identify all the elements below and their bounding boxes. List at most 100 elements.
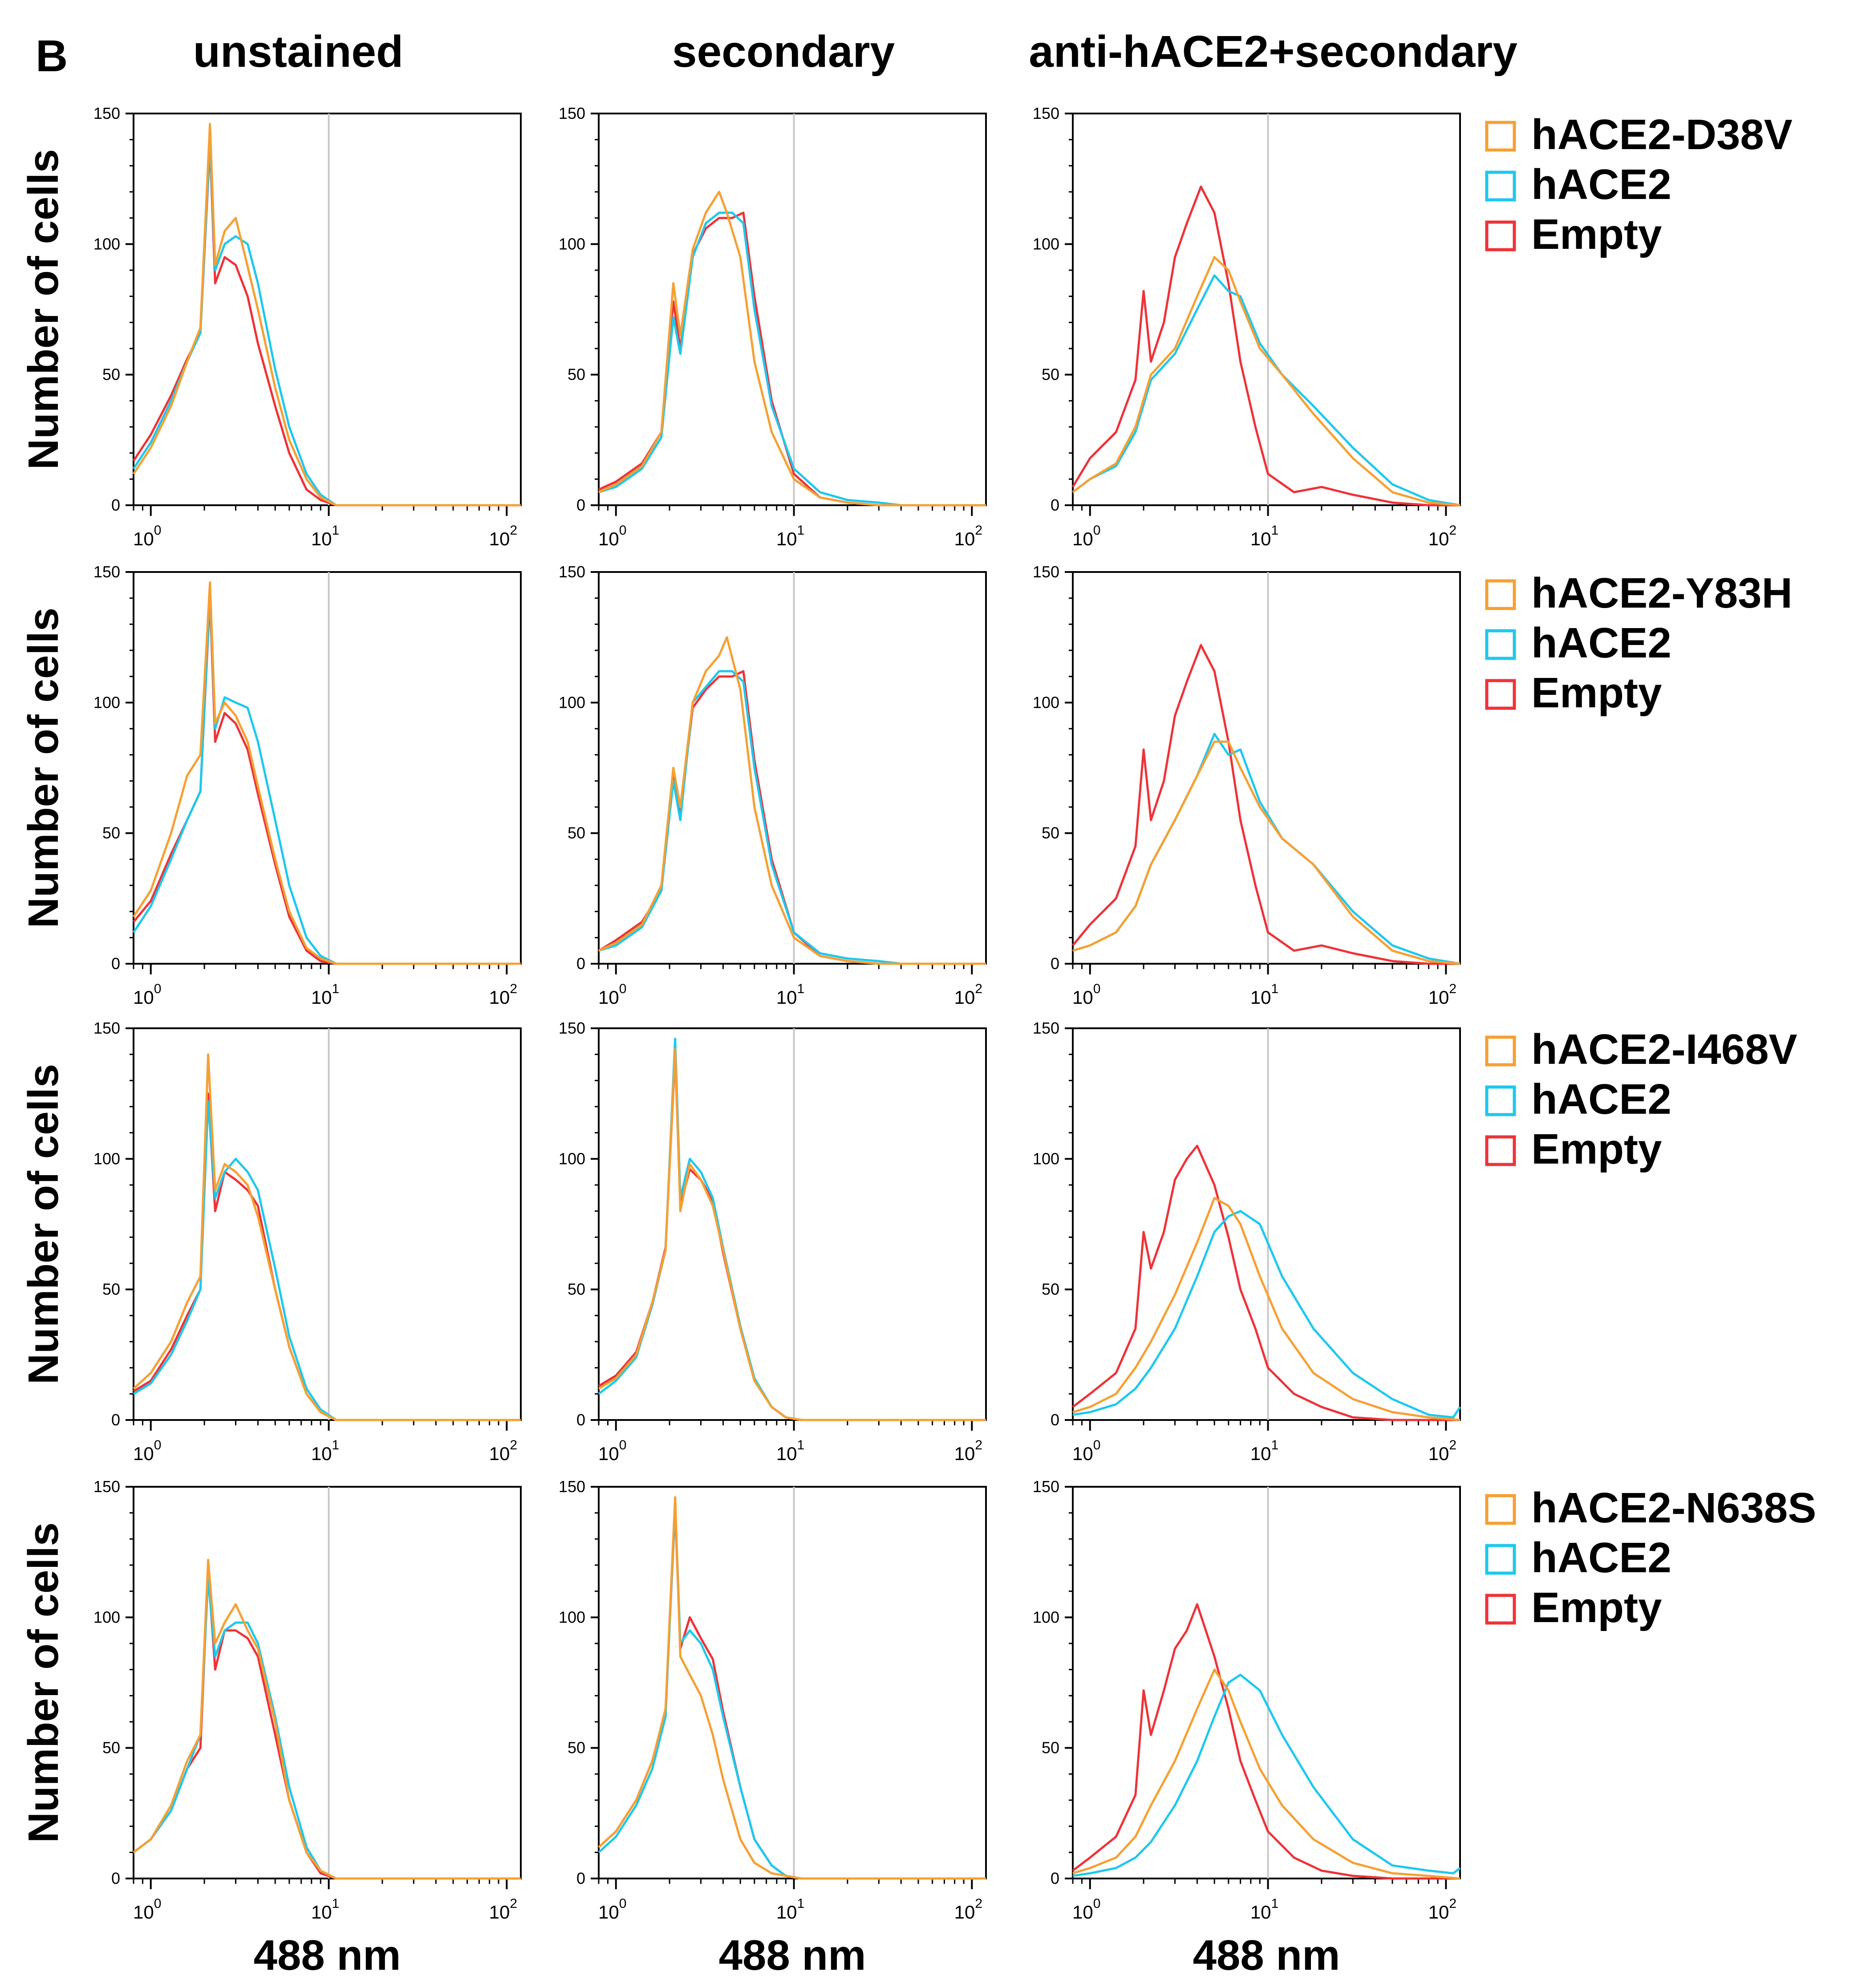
- x-tick-exponent: 2: [510, 523, 517, 538]
- y-axis-title: Number of cells: [20, 1064, 67, 1384]
- y-tick-label: 0: [111, 954, 120, 973]
- plot-frame: [1072, 571, 1461, 965]
- x-tick-base: 10: [1250, 528, 1271, 549]
- x-tick-label: 101: [776, 523, 804, 549]
- plot-frame: [1072, 1027, 1461, 1421]
- x-tick-base: 10: [1428, 1443, 1449, 1464]
- y-tick-label: 150: [93, 563, 120, 581]
- x-tick-base: 10: [954, 1443, 975, 1464]
- series-line-variant: [1072, 256, 1460, 507]
- x-axis-title: 488 nm: [719, 1931, 866, 1979]
- x-tick-exponent: 0: [1093, 523, 1101, 538]
- x-tick-exponent: 2: [975, 1438, 982, 1452]
- y-tick-label: 100: [1033, 1608, 1059, 1626]
- x-tick-label: 100: [133, 1438, 161, 1464]
- series-line-hace2: [1072, 1210, 1461, 1419]
- y-tick-label: 0: [111, 1411, 120, 1429]
- x-tick-base: 10: [133, 1902, 154, 1923]
- legend-label: hACE2: [1531, 161, 1671, 208]
- series-line-variant: [598, 1496, 986, 1880]
- legend-label: hACE2-I468V: [1531, 1026, 1797, 1073]
- x-tick-base: 10: [489, 987, 510, 1008]
- y-tick-label: 100: [93, 1149, 120, 1168]
- y-tick-label: 50: [1042, 365, 1059, 384]
- legend-label: hACE2: [1531, 1075, 1671, 1123]
- x-tick-base: 10: [1250, 1443, 1271, 1464]
- series-line-empty: [598, 1053, 986, 1421]
- x-tick-exponent: 0: [1093, 1896, 1101, 1911]
- y-tick-label: 50: [1042, 1739, 1059, 1757]
- x-tick-label: 100: [133, 1896, 161, 1923]
- legend-label: Empty: [1531, 669, 1662, 717]
- legend-swatch: [1485, 121, 1516, 152]
- series-line-hace2: [598, 1501, 986, 1880]
- series-line-variant: [598, 636, 986, 965]
- x-tick-label: 102: [954, 1438, 982, 1464]
- series-line-empty: [133, 597, 521, 965]
- y-axis-labels: Number of cells Number of cells Number of …: [20, 149, 67, 1843]
- x-tick-exponent: 1: [797, 523, 805, 538]
- x-tick-base: 10: [954, 987, 975, 1008]
- x-tick-label: 102: [1428, 523, 1456, 549]
- x-tick-exponent: 1: [1271, 1438, 1279, 1452]
- x-tick-base: 10: [776, 987, 797, 1008]
- y-tick-label: 150: [93, 1477, 120, 1496]
- x-tick-base: 10: [311, 1902, 332, 1923]
- legend-swatch: [1485, 1544, 1516, 1575]
- x-tick-label: 101: [311, 982, 339, 1008]
- x-tick-base: 10: [489, 1902, 510, 1923]
- x-tick-base: 10: [133, 987, 154, 1008]
- x-tick-base: 10: [1250, 1902, 1271, 1923]
- x-tick-base: 10: [311, 987, 332, 1008]
- y-tick-label: 100: [1033, 1149, 1059, 1168]
- x-tick-label: 100: [598, 1438, 626, 1464]
- series-line-empty: [133, 1092, 521, 1421]
- legend-swatch: [1485, 1494, 1516, 1525]
- x-tick-exponent: 1: [1271, 982, 1279, 996]
- x-tick-base: 10: [598, 528, 619, 549]
- y-tick-label: 0: [576, 954, 585, 973]
- series-line-variant: [598, 1048, 986, 1421]
- y-tick-label: 100: [93, 693, 120, 711]
- y-axis-title: Number of cells: [20, 149, 67, 470]
- x-tick-exponent: 1: [797, 982, 805, 996]
- x-tick-label: 100: [598, 523, 626, 549]
- y-tick-label: 0: [1051, 496, 1059, 514]
- x-tick-base: 10: [1428, 1902, 1449, 1923]
- x-tick-exponent: 1: [797, 1438, 805, 1452]
- y-tick-label: 150: [93, 104, 120, 122]
- x-tick-exponent: 0: [154, 523, 162, 538]
- x-tick-base: 10: [954, 528, 975, 549]
- plot-frame: [1072, 113, 1461, 506]
- x-tick-base: 10: [133, 1443, 154, 1464]
- x-tick-base: 10: [489, 528, 510, 549]
- x-tick-label: 102: [489, 1896, 517, 1923]
- y-tick-label: 100: [559, 1608, 585, 1626]
- column-title-secondary: secondary: [672, 27, 895, 77]
- x-tick-exponent: 2: [1449, 982, 1456, 996]
- plot-frame: [133, 113, 522, 506]
- series-line-hace2: [133, 1100, 521, 1421]
- x-tick-label: 100: [133, 523, 161, 549]
- x-tick-exponent: 1: [1271, 523, 1279, 538]
- y-tick-label: 150: [559, 104, 585, 122]
- x-tick-label: 100: [1072, 1896, 1100, 1923]
- y-tick-label: 50: [568, 365, 585, 384]
- y-tick-label: 0: [111, 496, 120, 514]
- legend-swatch: [1485, 220, 1516, 252]
- y-axis-title: Number of cells: [20, 608, 67, 928]
- y-tick-label: 50: [1042, 1280, 1059, 1298]
- x-tick-exponent: 0: [1093, 1438, 1101, 1452]
- series-line-hace2: [598, 1038, 986, 1421]
- x-tick-label: 102: [489, 1438, 517, 1464]
